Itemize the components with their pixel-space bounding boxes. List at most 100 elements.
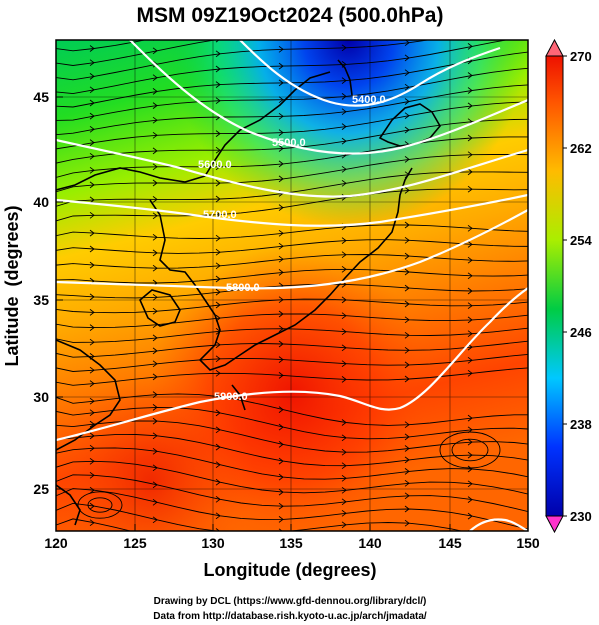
streamline-arrow [152, 293, 158, 301]
streamline-arrow [279, 30, 283, 36]
streamline-arrow [341, 419, 347, 426]
streamline-arrow [152, 102, 158, 109]
y-tick-labels: 25 30 35 40 45 [33, 89, 49, 497]
streamline-arrow [341, 165, 347, 173]
colorbar-max-triangle [545, 38, 564, 57]
streamline-arrow [467, 316, 473, 324]
streamline-arrow [531, 510, 535, 516]
x-tick-label: 150 [516, 535, 540, 551]
streamline-arrow [341, 137, 347, 145]
streamline-arrow [531, 169, 535, 175]
streamline-arrow [531, 312, 535, 318]
streamline-arrow [278, 129, 284, 136]
streamline-arrow [531, 2, 535, 8]
streamline-arrow [152, 404, 158, 411]
colorbar-tick-label: 262 [570, 141, 592, 156]
streamline-arrow [404, 456, 410, 464]
streamline-arrow [341, 521, 347, 529]
streamline-arrow [215, 97, 221, 105]
streamline-arrow [467, 72, 473, 79]
streamline-arrow [404, 331, 410, 339]
streamline-arrow [278, 406, 284, 413]
streamline-arrow [89, 245, 95, 253]
x-axis-label: Longitude (degrees) [203, 560, 376, 580]
streamline-arrow [215, 146, 221, 154]
streamline-arrow [278, 473, 284, 481]
streamline-arrow [467, 256, 473, 264]
streamline-arrow [467, 287, 473, 295]
streamline-arrow [89, 409, 95, 417]
streamline-arrow [341, 360, 347, 368]
streamline-arrow [215, 130, 221, 137]
y-tick-label: 45 [33, 89, 49, 105]
streamline-arrow [404, 54, 410, 62]
streamline-arrow [89, 86, 95, 94]
credit-data-source: Data from http://database.rish.kyoto-u.a… [153, 611, 427, 622]
streamline-arrow [467, 168, 473, 176]
streamline-arrow [215, 275, 221, 283]
streamline-arrow [467, 134, 473, 142]
circulation-loop [439, 431, 501, 469]
streamline-arrow [341, 108, 347, 116]
y-tick-label: 30 [33, 389, 49, 405]
colorbar-tick-label: 270 [570, 49, 592, 64]
streamline-arrow [152, 334, 158, 342]
streamline-arrow [278, 502, 284, 510]
streamline-arrow [468, 0, 472, 6]
streamline-arrow [404, 300, 410, 308]
streamline-arrow [341, 77, 347, 84]
colorbar-tick-label: 238 [570, 417, 592, 432]
coastlines [56, 59, 441, 526]
streamline-arrow [467, 451, 473, 459]
streamline-arrow [531, 243, 535, 249]
streamline-arrow [404, 375, 410, 383]
streamline-arrow [152, 447, 158, 455]
streamline-arrow [215, 495, 221, 503]
streamline-arrow [405, 535, 409, 541]
streamline-arrow [89, 152, 95, 160]
streamline-arrow [531, 426, 535, 432]
streamline-arrow [152, 516, 158, 524]
streamline-arrow [152, 417, 158, 425]
streamline-arrow [404, 268, 410, 276]
streamline-arrow [404, 519, 410, 527]
streamline-arrow [215, 65, 221, 73]
streamline-arrow [152, 464, 158, 472]
streamline-arrow [278, 96, 284, 104]
streamline-arrow [531, 99, 535, 105]
streamline-arrow [278, 112, 284, 120]
colorbar-tick-label: 246 [570, 325, 592, 340]
circulation-loop [451, 438, 489, 462]
streamline-arrow [531, 298, 535, 304]
streamline-arrow [89, 99, 95, 107]
streamline-arrow [89, 519, 95, 527]
streamline-arrow [531, 17, 535, 23]
streamline-arrow [152, 481, 158, 489]
streamline-arrow [89, 397, 95, 405]
streamline-arrow [215, 461, 221, 469]
contour-label-5900: 5900.0 [214, 391, 248, 403]
streamline-arrow [467, 241, 473, 248]
streamline-arrow [152, 249, 158, 257]
streamline-arrow [531, 324, 535, 330]
contour-label-5800: 5800.0 [226, 282, 260, 294]
streamline-arrow [89, 261, 95, 269]
streamline-arrow [152, 47, 158, 55]
streamline-arrow [404, 187, 410, 194]
streamline-arrow [89, 338, 95, 346]
streamline-arrow [89, 457, 95, 465]
streamline-arrow [404, 505, 410, 513]
streamline-arrow [531, 442, 535, 448]
streamline-arrow [89, 486, 95, 494]
streamline-arrow [404, 421, 410, 429]
streamline-arrow [278, 79, 284, 87]
streamline-arrow [278, 269, 284, 276]
streamline-arrow [278, 325, 284, 333]
streamline-arrow [531, 528, 535, 534]
streamline-arrow [152, 498, 158, 506]
streamline-arrow [341, 328, 347, 336]
streamline-arrow [153, 534, 157, 540]
streamline-arrow [531, 65, 535, 71]
streamline-arrow [531, 116, 535, 122]
streamline-arrow [404, 361, 410, 369]
